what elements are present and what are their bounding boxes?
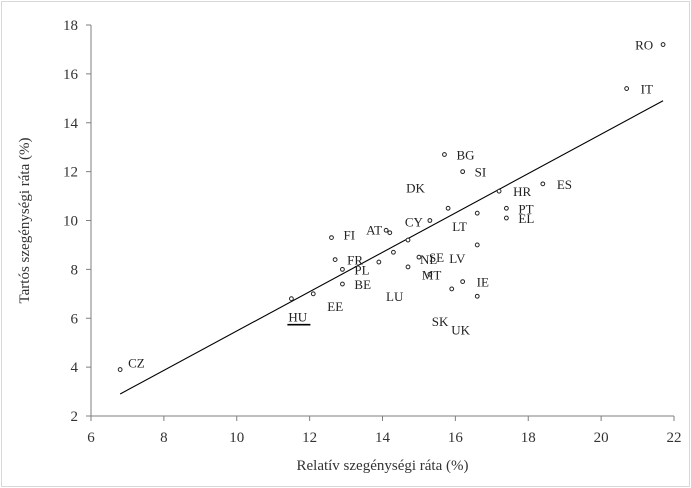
y-tick-label: 6: [71, 311, 79, 327]
data-point-uk: [474, 293, 480, 299]
data-point-fr: [332, 257, 338, 263]
point-label-ie: IE: [477, 275, 489, 290]
x-tick-label: 6: [87, 430, 95, 446]
point-label-si: SI: [475, 165, 487, 180]
data-point-ee: [310, 291, 316, 297]
point-label-cz: CZ: [128, 356, 145, 371]
data-point-hu: [289, 296, 294, 302]
point-label-se: SE: [429, 250, 444, 265]
data-point-dk: [445, 205, 451, 211]
point-label-pt: PT: [518, 201, 533, 216]
point-label-fr: FR: [347, 253, 363, 268]
x-tick-label: 12: [302, 430, 317, 446]
data-point-unlabeled-2: [391, 249, 396, 255]
point-label-dk: DK: [406, 180, 425, 195]
point-label-nl: NL: [420, 252, 437, 267]
y-tick-labels: 2 4 6 8 10 12 14 16 18: [63, 18, 79, 425]
data-point-pt: [503, 205, 509, 211]
data-point-bg: [442, 152, 447, 157]
data-point-mt: [427, 271, 433, 277]
data-point-ro: [660, 42, 666, 47]
x-tick-labels: 6 8 10 12 14 16 18 20 22: [87, 430, 681, 446]
axes: [86, 24, 675, 421]
data-point-lu: [405, 264, 411, 270]
data-point-es: [540, 181, 546, 187]
x-tick-label: 10: [229, 430, 244, 446]
data-point-at: [383, 227, 389, 233]
data-point-fi: [329, 235, 334, 241]
y-tick-label: 12: [63, 165, 78, 181]
trendline-layer: [119, 100, 664, 395]
point-label-el: EL: [518, 211, 534, 226]
x-tick-label: 14: [375, 430, 391, 446]
data-point-lv: [474, 242, 480, 248]
point-label-lv: LV: [449, 251, 466, 266]
data-point-it: [624, 86, 630, 91]
x-tick-label: 22: [667, 430, 682, 446]
data-point-cz: [117, 367, 123, 372]
data-point-lt: [474, 210, 480, 216]
data-point-unlabeled-3: [376, 259, 382, 265]
point-label-ee: EE: [327, 299, 343, 314]
y-tick-label: 8: [71, 262, 79, 278]
point-label-lu: LU: [386, 289, 404, 304]
point-label-hu: HU: [288, 310, 307, 325]
data-point-hr: [496, 188, 502, 194]
data-point-unlabeled-1: [387, 230, 393, 236]
data-point-ie: [460, 279, 466, 284]
point-label-es: ES: [557, 177, 572, 192]
data-point-be: [340, 281, 345, 287]
point-label-be: BE: [354, 277, 371, 292]
point-label-at: AT: [366, 222, 382, 237]
point-label-pl: PL: [354, 262, 369, 277]
point-label-mt: MT: [422, 267, 442, 282]
data-point-el: [503, 215, 509, 221]
y-tick-label: 14: [63, 116, 79, 132]
x-tick-label: 8: [160, 430, 168, 446]
point-label-uk: UK: [451, 322, 470, 337]
point-label-sk: SK: [432, 314, 449, 329]
y-tick-label: 2: [71, 409, 79, 425]
data-point-pl: [340, 266, 345, 272]
x-axis-label: Relatív szegénységi ráta (%): [296, 458, 468, 474]
trendline: [119, 100, 664, 395]
point-label-fi: FI: [343, 228, 355, 243]
y-tick-label: 4: [71, 360, 79, 376]
point-label-it: IT: [641, 82, 653, 97]
point-label-cy: CY: [405, 215, 424, 230]
point-label-ro: RO: [635, 38, 653, 53]
data-point-cy: [427, 218, 433, 223]
x-tick-label: 18: [521, 430, 536, 446]
x-tick-label: 16: [448, 430, 464, 446]
y-tick-label: 16: [63, 67, 79, 83]
point-label-lt: LT: [452, 219, 467, 234]
point-label-bg: BG: [456, 148, 474, 163]
x-tick-label: 20: [594, 430, 609, 446]
point-label-hr: HR: [513, 184, 531, 199]
data-point-se: [416, 254, 422, 260]
data-point-si: [460, 169, 466, 175]
y-axis-label: Tartós szegénységi ráta (%): [17, 138, 33, 304]
y-tick-label: 18: [63, 18, 78, 34]
points-layer: [117, 42, 666, 372]
data-point-sk: [449, 286, 455, 292]
y-tick-label: 10: [63, 214, 78, 230]
data-point-nl: [405, 237, 411, 243]
